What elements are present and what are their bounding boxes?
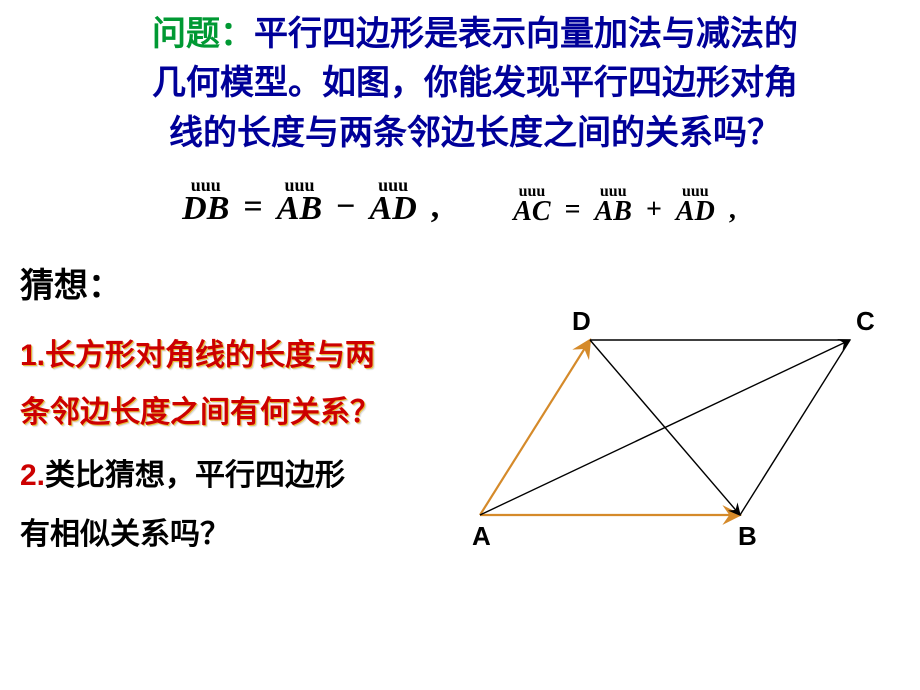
vec-ad: uuu AD (370, 176, 417, 226)
vertex-label-d: D (572, 306, 591, 336)
vec-arrow: uuu (519, 184, 546, 196)
minus-sign: − (334, 188, 357, 226)
vertex-label-a: A (472, 521, 491, 551)
vec-ab: uuu AB (277, 176, 322, 226)
guess-item-2-line2: 有相似关系吗？ (20, 506, 440, 565)
guess-item-1: 1.长方形对角线的长度与两 条邻边长度之间有何关系？ (20, 327, 440, 441)
parallelogram-diagram: A B C D (420, 295, 900, 565)
plus-sign: + (644, 194, 664, 226)
vec-label: DB (182, 192, 229, 226)
vec-label: AB (595, 198, 632, 226)
vec-db: uuu DB (182, 176, 229, 226)
comma: , (429, 188, 442, 226)
question-line1: 问题：平行四边形是表示向量加法与减法的 (60, 10, 890, 59)
question-line2: 几何模型。如图，你能发现平行四边形对角 (60, 59, 890, 108)
vec-ad: uuu AD (676, 184, 715, 226)
vec-ac: uuu AC (513, 184, 550, 226)
vec-arrow: uuu (682, 184, 709, 196)
guess-title: 猜想： (20, 258, 440, 307)
vertex-label-b: B (738, 521, 757, 551)
equals-sign: = (563, 194, 583, 226)
formula-db: uuu DB = uuu AB − uuu AD , (182, 176, 441, 226)
guess-item-1-line1: 1.长方形对角线的长度与两 (20, 327, 440, 384)
question-text-1: 平行四边形是表示向量加法与减法的 (254, 16, 798, 53)
vertex-label-c: C (856, 306, 875, 336)
vec-label: AD (370, 192, 417, 226)
formula-ac: uuu AC = uuu AB + uuu AD , (513, 176, 738, 226)
guess-block: 猜想： 1.长方形对角线的长度与两 条邻边长度之间有何关系？ 2.类比猜想，平行… (20, 258, 440, 564)
vec-arrow: uuu (191, 176, 221, 190)
guess-item-1-line2: 条邻边长度之间有何关系？ (20, 384, 440, 441)
question-line3: 线的长度与两条邻边长度之间的关系吗？ (60, 109, 890, 158)
item2-text: 类比猜想，平行四边形 (45, 459, 345, 492)
item2-number: 2. (20, 459, 45, 492)
vec-label: AD (676, 198, 715, 226)
guess-item-2-line1: 2.类比猜想，平行四边形 (20, 447, 440, 506)
vec-label: AC (513, 198, 550, 226)
comma: , (727, 194, 738, 226)
vec-arrow: uuu (378, 176, 408, 190)
formula-row: uuu DB = uuu AB − uuu AD , uuu AC = uuu … (0, 176, 920, 226)
vec-arrow: uuu (284, 176, 314, 190)
guess-item-2: 2.类比猜想，平行四边形 有相似关系吗？ (20, 447, 440, 564)
equals-sign: = (241, 188, 264, 226)
question-block: 问题：平行四边形是表示向量加法与减法的 几何模型。如图，你能发现平行四边形对角 … (0, 0, 920, 158)
vec-arrow: uuu (600, 184, 627, 196)
question-label: 问题： (152, 16, 254, 53)
vec-ab: uuu AB (595, 184, 632, 226)
vec-label: AB (277, 192, 322, 226)
